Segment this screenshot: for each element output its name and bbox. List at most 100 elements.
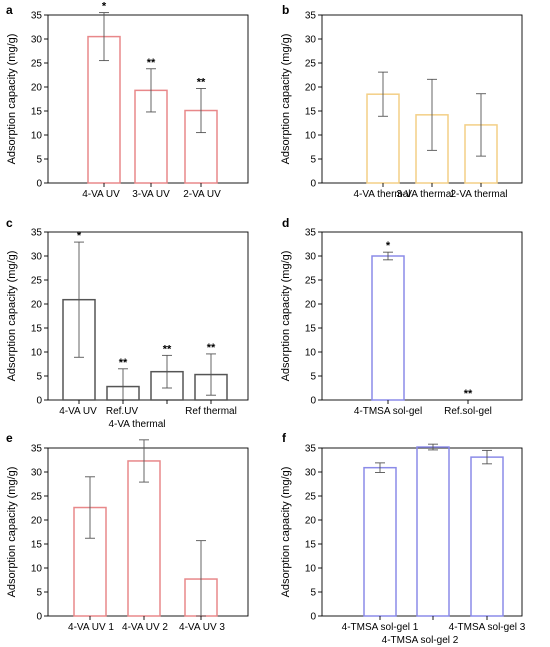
x-tick-label: 3-VA thermal (396, 189, 453, 200)
chart-panel-e: e 0 5 10 15 20 25 30 35 Adsorption capacity (mg/g… (6, 431, 248, 633)
significance-marker: ** (163, 343, 172, 355)
y-tick-label: 20 (31, 83, 43, 94)
plot-frame (48, 15, 248, 183)
y-tick-label: 25 (305, 492, 317, 503)
chart-panel-d: d 0 5 10 15 20 25 30 35 Adsorption capacity (mg/g… (280, 216, 522, 417)
y-tick-label: 35 (305, 228, 317, 239)
y-tick-label: 0 (310, 612, 316, 623)
y-tick-label: 5 (310, 372, 316, 383)
y-tick-label: 35 (305, 444, 317, 455)
significance-marker: ** (147, 57, 156, 69)
y-tick-label: 10 (31, 348, 43, 359)
y-tick-label: 5 (36, 155, 42, 166)
y-tick-label: 25 (31, 276, 43, 287)
x-tick-label: 4-VA thermal (108, 419, 165, 430)
bar (471, 457, 503, 616)
y-tick-label: 15 (31, 540, 43, 551)
x-tick-label: 4-VA UV 2 (122, 622, 168, 633)
y-tick-label: 5 (310, 588, 316, 599)
y-tick-label: 10 (31, 131, 43, 142)
y-axis-label: Adsorption capacity (mg/g) (6, 251, 18, 382)
y-tick-label: 15 (31, 107, 43, 118)
x-tick-label: 4-VA UV (82, 189, 120, 200)
y-axis-label: Adsorption capacity (mg/g) (280, 467, 292, 598)
y-tick-label: 25 (31, 492, 43, 503)
y-tick-label: 10 (305, 348, 317, 359)
x-tick-label: 4-VA UV (59, 406, 97, 417)
x-tick-label: 4-TMSA sol-gel 3 (449, 622, 526, 633)
y-tick-label: 15 (305, 324, 317, 335)
y-axis-label: Adsorption capacity (mg/g) (6, 34, 18, 165)
chart-panel-a: a 0 5 10 15 20 25 30 35 Adsorption capacity (mg/g… (6, 1, 248, 200)
y-tick-label: 20 (305, 300, 317, 311)
y-tick-label: 20 (305, 516, 317, 527)
y-tick-label: 25 (305, 59, 317, 70)
chart-panel-b: b 0 5 10 15 20 25 30 35 Adsorption capacity (mg/g… (280, 3, 522, 200)
y-tick-label: 15 (31, 324, 43, 335)
x-tick-label: Ref.UV (106, 406, 139, 417)
y-tick-label: 25 (305, 276, 317, 287)
y-tick-label: 0 (36, 612, 42, 623)
bar (417, 447, 449, 616)
significance-marker: * (77, 230, 82, 242)
plot-frame (322, 232, 522, 400)
y-tick-label: 10 (31, 564, 43, 575)
y-axis-label: Adsorption capacity (mg/g) (280, 34, 292, 165)
y-tick-label: 5 (310, 155, 316, 166)
significance-marker: * (386, 240, 391, 252)
y-tick-label: 10 (305, 131, 317, 142)
y-tick-label: 15 (305, 107, 317, 118)
plot-frame (322, 448, 522, 616)
plot-frame (48, 448, 248, 616)
x-tick-label: 4-VA UV 1 (68, 622, 114, 633)
significance-marker: ** (207, 342, 216, 354)
y-tick-label: 0 (36, 396, 42, 407)
x-tick-label: 4-VA UV 3 (179, 622, 225, 633)
panel-letter: e (6, 431, 13, 445)
y-tick-label: 30 (305, 252, 317, 263)
significance-marker: ** (464, 388, 473, 400)
bar (372, 256, 404, 400)
x-tick-label: Ref.sol-gel (444, 406, 492, 417)
panel-letter: a (6, 3, 13, 17)
panel-letter: d (282, 216, 289, 230)
y-tick-label: 15 (305, 540, 317, 551)
y-tick-label: 10 (305, 564, 317, 575)
chart-panel-f: f 0 5 10 15 20 25 30 35 Adsorption capacity (mg/g… (280, 431, 526, 646)
chart-panel-c: c 0 5 10 15 20 25 30 35 Adsorption capacity (mg/g… (6, 216, 248, 430)
y-tick-label: 5 (36, 372, 42, 383)
panel-letter: c (6, 216, 13, 230)
y-tick-label: 35 (31, 11, 43, 22)
x-tick-label: 3-VA UV (132, 189, 170, 200)
significance-marker: ** (197, 76, 206, 88)
y-tick-label: 30 (31, 35, 43, 46)
y-tick-label: 0 (310, 179, 316, 190)
y-tick-label: 25 (31, 59, 43, 70)
y-tick-label: 0 (36, 179, 42, 190)
y-tick-label: 30 (305, 468, 317, 479)
significance-marker: * (102, 1, 107, 13)
x-tick-label: 2-VA thermal (450, 189, 507, 200)
y-tick-label: 35 (305, 11, 317, 22)
y-axis-label: Adsorption capacity (mg/g) (6, 467, 18, 598)
y-axis-label: Adsorption capacity (mg/g) (280, 251, 292, 382)
y-tick-label: 30 (31, 468, 43, 479)
y-tick-label: 0 (310, 396, 316, 407)
x-tick-label: 4-TMSA sol-gel (354, 406, 422, 417)
panel-letter: b (282, 3, 289, 17)
y-tick-label: 20 (305, 83, 317, 94)
bar (128, 461, 160, 616)
x-tick-label: 4-TMSA sol-gel 2 (382, 635, 459, 646)
bar (364, 468, 396, 616)
x-tick-label: 4-TMSA sol-gel 1 (342, 622, 419, 633)
significance-marker: ** (119, 357, 128, 369)
x-tick-label: Ref thermal (185, 406, 237, 417)
y-tick-label: 20 (31, 300, 43, 311)
plot-frame (322, 15, 522, 183)
y-tick-label: 5 (36, 588, 42, 599)
x-tick-label: 2-VA UV (183, 189, 221, 200)
panel-letter: f (282, 431, 287, 445)
y-tick-label: 30 (31, 252, 43, 263)
y-tick-label: 35 (31, 444, 43, 455)
